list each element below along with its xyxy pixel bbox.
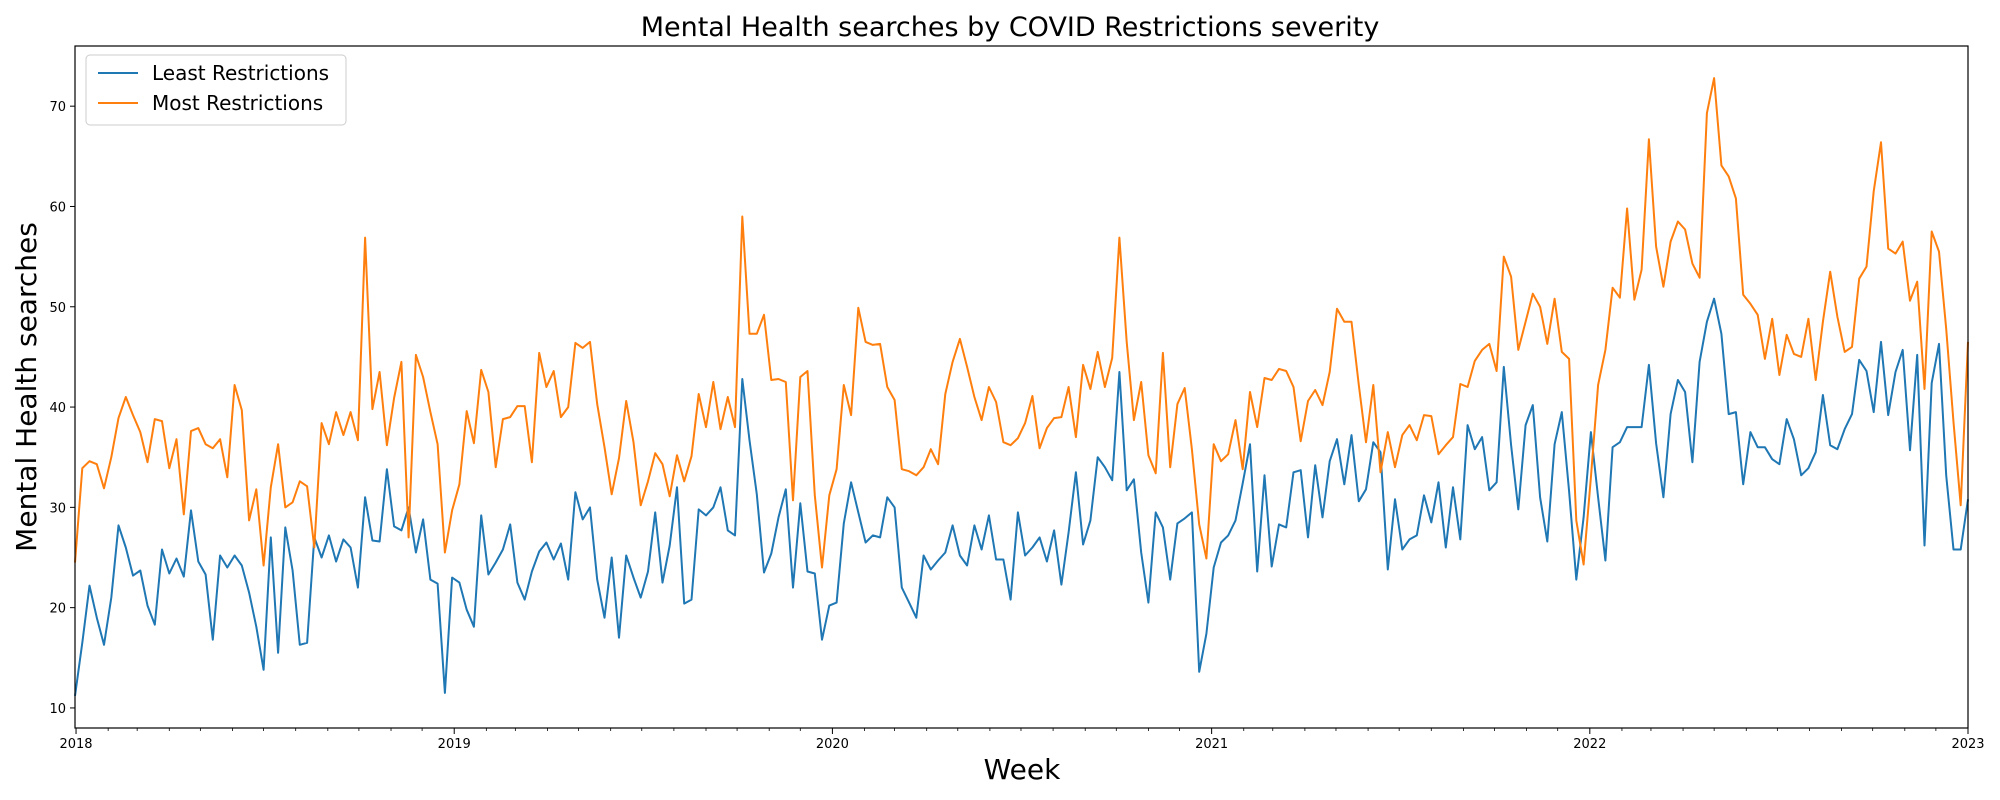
- axes: 10 20 30 40 50 60 70 2018 2019 2020 2021 2022 2023: [49, 45, 1985, 752]
- series-line-0: [74, 297, 1969, 697]
- x-tick-label: 2018: [59, 737, 92, 752]
- series-layer: [74, 77, 1969, 697]
- x-tick-label: 2021: [1195, 737, 1228, 752]
- x-tick-label: 2022: [1573, 737, 1606, 752]
- chart-title: Mental Health searches by COVID Restrict…: [641, 12, 1380, 43]
- y-axis-label: Mental Health searches: [10, 222, 43, 552]
- plot-area: [75, 46, 1968, 728]
- x-axis-label: Week: [984, 753, 1061, 786]
- legend-label-0: Least Restrictions: [152, 61, 329, 85]
- y-tick-label: 60: [49, 200, 66, 215]
- y-tick-label: 40: [49, 401, 66, 416]
- y-tick-label: 30: [49, 501, 66, 516]
- y-tick-label: 50: [49, 301, 66, 316]
- legend-box: [85, 54, 347, 126]
- x-tick-label: 2020: [816, 737, 849, 752]
- series-line-1: [74, 77, 1969, 569]
- x-tick-label: 2023: [1951, 737, 1984, 752]
- plot-frame: [74, 45, 1969, 729]
- plot-background: [75, 46, 1968, 728]
- legend: Least Restrictions Most Restrictions: [85, 54, 347, 126]
- y-tick-label: 20: [49, 602, 66, 617]
- x-tick-label: 2019: [438, 737, 471, 752]
- y-tick-label: 70: [49, 100, 66, 115]
- legend-label-1: Most Restrictions: [152, 91, 323, 115]
- y-tick-label: 10: [49, 702, 66, 717]
